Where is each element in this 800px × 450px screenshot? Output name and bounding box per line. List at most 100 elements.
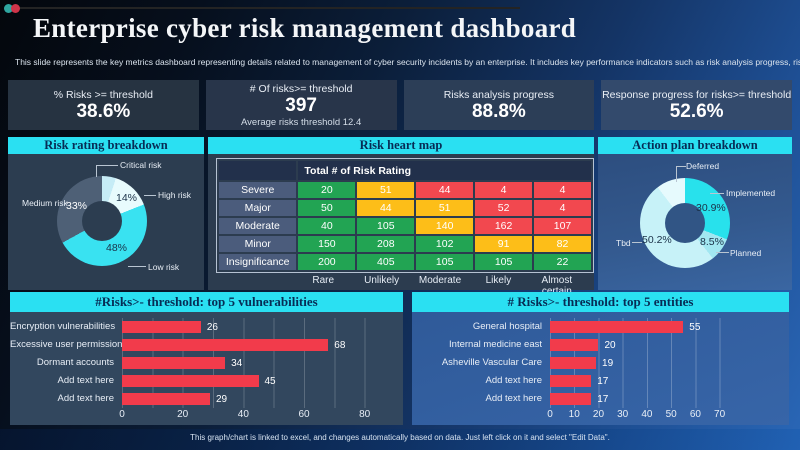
donut-pct-low: 48% xyxy=(106,242,128,254)
donut-label-implemented: Implemented xyxy=(726,188,776,198)
kpi-row: % Risks >= threshold 38.6% # Of risks>= th… xyxy=(8,80,792,130)
heatmap-cell: 162 xyxy=(475,218,533,234)
bar-category-label: Add text here xyxy=(57,375,114,386)
bar-category-label: Asheville Vascular Care xyxy=(441,357,542,368)
bar-row: 19 xyxy=(550,354,739,372)
heatmap-row-label: Major xyxy=(219,200,297,216)
heatmap-cell: 102 xyxy=(416,236,474,252)
action-plan-panel[interactable]: Deferred Implemented Tbd Planned 30.9% 8… xyxy=(598,154,792,290)
risk-heat-map-table[interactable]: Total # of Risk Rating Severe 20 51 44 4 4 Majo… xyxy=(216,158,594,273)
bar xyxy=(122,357,226,369)
kpi-card[interactable]: # Of risks>= threshold 397 Average risks t… xyxy=(205,80,397,130)
x-axis-tick-label: 60 xyxy=(298,409,310,420)
risk-heat-map-panel[interactable]: Total # of Risk Rating Severe 20 51 44 4 4 Majo… xyxy=(208,154,594,297)
x-axis-tick-label: 50 xyxy=(665,409,677,420)
heatmap-value-header: Total # of Risk Rating xyxy=(298,161,591,180)
x-axis-tick-label: 0 xyxy=(119,409,125,420)
x-axis-tick-label: 20 xyxy=(177,409,189,420)
heatmap-row: Severe 20 51 44 4 4 xyxy=(219,182,591,198)
bar xyxy=(122,321,201,333)
bar xyxy=(122,339,329,351)
section-header-top5-entities: # Risks>- threshold: top 5 entities xyxy=(412,292,789,312)
heatmap-cell: 105 xyxy=(475,254,533,270)
bar-row: 17 xyxy=(550,372,739,390)
bar xyxy=(550,321,684,333)
heatmap-cell: 50 xyxy=(298,200,356,216)
heatmap-cell: 51 xyxy=(357,182,415,198)
x-axis-tick-label: 30 xyxy=(617,409,629,420)
heatmap-cell: 140 xyxy=(416,218,474,234)
action-plan-donut-chart[interactable] xyxy=(640,178,730,268)
kpi-label: % Risks >= threshold xyxy=(53,88,153,101)
bar-category-label: Internal medicine east xyxy=(449,339,542,350)
heatmap-col-label: Likely xyxy=(485,275,512,286)
bar-category-label: Encryption vulnerabilities xyxy=(10,321,116,332)
heatmap-cell: 22 xyxy=(534,254,591,270)
heatmap-cell: 4 xyxy=(534,182,591,198)
bar-value-label: 19 xyxy=(602,357,614,369)
x-axis-tick-label: 20 xyxy=(592,409,605,420)
x-axis-tick-label: 70 xyxy=(714,409,726,420)
top5-entities-bar-chart[interactable]: General hospital Internal medicine east As… xyxy=(412,312,789,425)
bar-row: 20 xyxy=(550,336,739,354)
x-axis-tick-label: 60 xyxy=(689,409,701,420)
bar xyxy=(550,393,592,405)
heatmap-cell: 107 xyxy=(534,218,591,234)
donut-label-deferred: Deferred xyxy=(686,161,720,171)
heatmap-cell: 82 xyxy=(534,236,591,252)
section-header-action-plan: Action plan breakdown xyxy=(598,137,792,154)
page-title: Enterprise cyber risk management dashboa… xyxy=(33,13,577,43)
heatmap-cell: 44 xyxy=(416,182,474,198)
heatmap-cell: 91 xyxy=(475,236,533,252)
heatmap-col-label: Unlikely xyxy=(364,275,400,286)
bar-category-label: Add text here xyxy=(485,375,542,386)
donut-label-medium-risk: Medium risk xyxy=(22,198,68,208)
kpi-card[interactable]: % Risks >= threshold 38.6% xyxy=(8,80,199,130)
heatmap-col-label: Rare xyxy=(312,275,335,286)
bar-value-label: 26 xyxy=(206,321,218,333)
donut-pct-planned: 8.5% xyxy=(700,236,724,248)
bar-row: 45 xyxy=(122,372,395,390)
bar-value-label: 45 xyxy=(264,375,276,387)
bar-row: 29 xyxy=(122,390,395,408)
heatmap-row: Major 50 44 51 52 4 xyxy=(219,200,591,216)
heatmap-cell: 51 xyxy=(416,200,474,216)
kpi-label: # Of risks>= threshold xyxy=(249,82,353,95)
heatmap-row-label: Moderate xyxy=(219,218,297,234)
bar-value-label: 34 xyxy=(231,357,243,369)
heatmap-row-label: Minor xyxy=(219,236,297,252)
bar-row: 68 xyxy=(122,336,395,354)
bar-category-label: Add text here xyxy=(485,393,542,404)
chart-plot-area: 55 20 19 17 17 0 10 20 30 40 50 60 70 xyxy=(547,318,739,422)
x-axis-tick-label: 10 xyxy=(568,409,580,420)
top-divider-line xyxy=(20,7,520,9)
bar-category-label: General hospital xyxy=(472,321,542,332)
chart-body: General hospital Internal medicine east As… xyxy=(412,312,789,422)
x-axis-tick-label: 80 xyxy=(359,409,371,420)
leader-line xyxy=(676,166,677,182)
risk-rating-panel[interactable]: Critical risk High risk Medium risk Low … xyxy=(8,154,204,290)
bar xyxy=(550,339,599,351)
leader-line xyxy=(128,266,146,267)
bar-value-label: 20 xyxy=(604,339,616,351)
kpi-card[interactable]: Response progress for risks>= threshold 5… xyxy=(601,80,792,130)
footer-note: This graph/chart is linked to excel, and… xyxy=(190,433,610,442)
red-dot-icon xyxy=(11,4,20,13)
heatmap-row: Minor 150 208 102 91 82 xyxy=(219,236,591,252)
heatmap-col-label: Moderate xyxy=(418,275,462,286)
top5-vulnerabilities-bar-chart[interactable]: Encryption vulnerabilities Excessive user… xyxy=(10,312,403,425)
donut-label-planned: Planned xyxy=(730,248,762,258)
risk-rating-donut-chart[interactable] xyxy=(57,176,147,266)
heatmap-cell: 405 xyxy=(357,254,415,270)
chart-bars: 55 20 19 17 17 xyxy=(550,318,739,408)
donut-label-low-risk: Low risk xyxy=(148,262,180,272)
kpi-card[interactable]: Risks analysis progress 88.8% xyxy=(403,80,595,130)
donut-pct-tbd: 50.2% xyxy=(642,234,672,246)
kpi-value: 88.8% xyxy=(471,100,526,122)
donut-hole xyxy=(665,203,705,243)
heatmap-row-label: Insignificance xyxy=(219,254,297,270)
bar-value-label: 55 xyxy=(689,321,701,333)
heatmap-cell: 40 xyxy=(298,218,356,234)
leader-line xyxy=(676,166,686,167)
donut-label-critical-risk: Critical risk xyxy=(120,160,162,170)
